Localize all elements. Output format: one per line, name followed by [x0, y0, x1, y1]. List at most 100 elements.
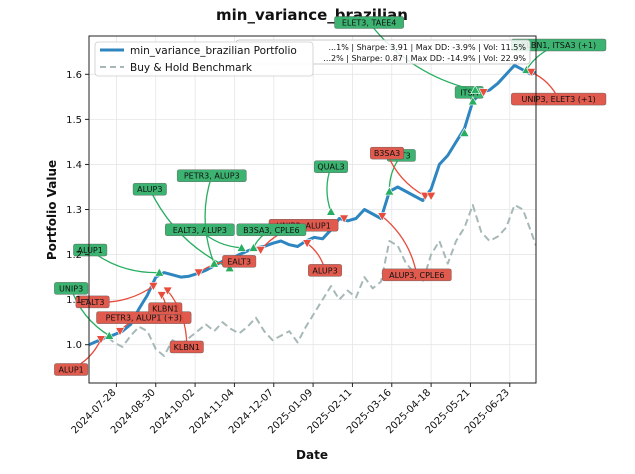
buy-trade: EALT3, ALUP3	[165, 223, 247, 252]
buy-trade: ALUP1	[73, 243, 165, 277]
trade-label-box	[73, 243, 108, 257]
buy-marker	[325, 206, 336, 216]
y-tick-label: 1.3	[66, 205, 82, 216]
trade-label-box	[370, 146, 404, 160]
buy-marker	[384, 186, 395, 196]
buy-marker	[467, 96, 478, 106]
y-tick-label: 1.2	[66, 250, 82, 261]
trade-label: B3SA3	[374, 149, 400, 158]
y-tick-label: 1.4	[66, 160, 82, 171]
trade-label: ELET3, TAEE4	[342, 18, 397, 27]
trade-label-box	[511, 92, 607, 106]
trade-label-box	[222, 255, 257, 268]
trade-label-box	[334, 16, 404, 29]
trade-label: ALUP3	[137, 185, 162, 194]
buy-marker	[104, 330, 115, 340]
sell-trade: EALT3	[193, 255, 257, 278]
buy-marker	[248, 242, 259, 252]
trade-label: KLBN1, ITSA3 (+1)	[521, 41, 596, 50]
sell-marker	[526, 68, 537, 78]
buy-marker	[209, 258, 220, 268]
sell-marker	[156, 291, 167, 301]
trade-label: EALT3	[81, 298, 105, 307]
buy-marker	[236, 242, 247, 252]
buy-trade: QUAL3	[314, 160, 348, 216]
y-tick-label: 1.0	[66, 340, 82, 351]
trade-connector	[368, 22, 476, 91]
trade-label: QUAL3	[317, 163, 344, 172]
sell-trade: KLBN1	[148, 291, 183, 315]
trade-connector	[204, 175, 215, 264]
sell-trade: KLBN1	[162, 286, 204, 354]
trade-label: ALUP3	[312, 266, 337, 275]
legend-frame	[94, 41, 314, 77]
sell-marker	[193, 268, 204, 278]
trade-label: UNIP3	[59, 284, 83, 293]
trade-label: EALT3	[227, 257, 251, 266]
trade-label: KLBN1	[174, 343, 200, 352]
sell-trade	[478, 88, 489, 98]
sell-marker	[478, 88, 489, 98]
buy-trade	[459, 127, 470, 137]
trade-label-box	[54, 282, 89, 295]
sell-trade: B3SA3	[370, 146, 431, 202]
sell-trade: ALUP3	[302, 239, 342, 277]
trade-label: B3SA3, CPLE6	[243, 226, 299, 235]
y-axis-label: Portfolio Value	[45, 160, 59, 260]
trade-label-box	[314, 160, 348, 173]
trade-label-box	[54, 363, 89, 376]
sell-marker	[426, 192, 437, 202]
sell-marker	[255, 246, 266, 256]
trade-label: UNIP3, ELET3 (+1)	[521, 95, 595, 104]
buy-trade: PETR3, ALUP3	[176, 169, 247, 268]
trade-label: KLBN1	[152, 305, 178, 314]
sell-marker	[95, 335, 106, 345]
buy-trade: UNIP3	[54, 282, 115, 340]
trade-label-box	[382, 268, 452, 282]
trade-label-box	[132, 183, 167, 196]
sell-marker	[148, 282, 159, 292]
x-axis-label: Date	[296, 448, 328, 462]
legend: min_variance_brazilian Portfolio Buy & H…	[94, 41, 314, 77]
trade-label-box	[169, 340, 204, 354]
legend-label-benchmark: Buy & Hold Benchmark	[130, 62, 253, 74]
stats-line-benchmark: ...2% | Sharpe: 0.87 | Max DD: -14.9% | …	[323, 54, 526, 63]
trade-label-box	[75, 295, 110, 309]
sell-marker	[114, 327, 126, 337]
trade-label: ALUP1	[58, 365, 83, 374]
trade-label-box	[148, 302, 183, 315]
trade-connector	[381, 215, 418, 275]
y-tick-label: 1.1	[66, 295, 82, 306]
buy-marker	[224, 262, 235, 272]
trade-label: EALT3, ALUP3	[173, 226, 227, 235]
trade-label-box	[308, 264, 342, 277]
buy-marker	[154, 267, 165, 277]
buy-trade: ELET3, TAEE4	[334, 16, 481, 94]
legend-label-portfolio: min_variance_brazilian Portfolio	[130, 45, 297, 57]
trade-label: ALUP3, CPLE6	[389, 271, 444, 280]
sell-trade	[339, 214, 350, 224]
trade-label: PETR3, ALUP3	[184, 172, 240, 181]
sell-marker	[302, 239, 313, 249]
sell-marker	[377, 212, 388, 222]
trade-label: ALUP1	[78, 246, 103, 255]
sell-trade: UNIP3, ELET3 (+1)	[511, 68, 607, 106]
stats-line-portfolio: ...1% | Sharpe: 3.91 | Max DD: -3.9% | V…	[328, 43, 526, 52]
y-tick-label: 1.6	[66, 70, 82, 81]
trade-label-box	[236, 223, 307, 236]
trade-label-box	[176, 169, 247, 182]
trade-label-box	[165, 223, 235, 236]
sell-marker	[162, 286, 173, 296]
sell-trade	[426, 192, 437, 202]
trade-label: PETR3, ALUP1 (+3)	[106, 314, 182, 323]
trade-label: ITSA	[460, 88, 478, 97]
sell-trade: EALT3	[75, 282, 159, 309]
sell-trade: ALUP3, CPLE6	[377, 212, 452, 282]
buy-trade: B3SA3, CPLE6	[236, 223, 307, 252]
buy-marker	[470, 84, 481, 94]
y-tick-label: 1.5	[66, 115, 82, 126]
sell-marker	[339, 214, 350, 224]
